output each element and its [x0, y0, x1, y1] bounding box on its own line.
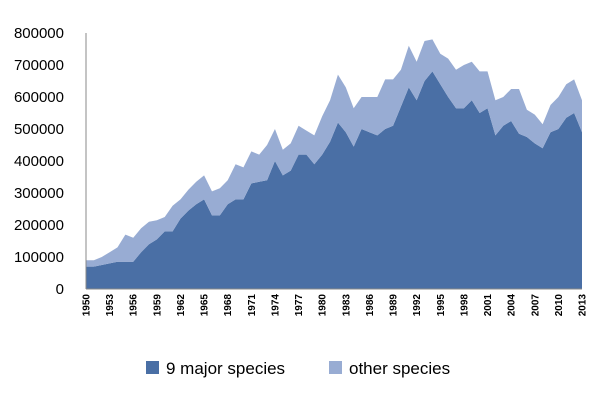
x-tick-label: 1965	[200, 294, 211, 317]
x-tick-label: 1989	[389, 294, 400, 317]
y-tick-label: 400000	[14, 153, 64, 170]
y-tick-label: 0	[56, 281, 64, 298]
x-tick-label: 1950	[82, 294, 93, 317]
y-tick-label: 500000	[14, 121, 64, 138]
x-tick-label: 1962	[176, 294, 187, 317]
x-tick-label: 1992	[412, 294, 423, 317]
x-tick-label: 1980	[318, 294, 329, 317]
x-tick-label: 1968	[223, 294, 234, 317]
x-tick-label: 1998	[459, 294, 470, 317]
x-tick-label: 1995	[436, 294, 447, 317]
x-tick-label: 1986	[365, 294, 376, 317]
x-tick-label: 1956	[129, 294, 140, 317]
y-tick-label: 600000	[14, 89, 64, 106]
area-series-major-species	[86, 71, 582, 290]
legend-label-other-species: other species	[349, 359, 450, 378]
legend-label-major-species: 9 major species	[166, 359, 285, 378]
x-tick-label: 2007	[530, 294, 541, 317]
y-tick-label: 800000	[14, 25, 64, 42]
x-tick-label: 1977	[294, 294, 305, 317]
y-tick-label: 100000	[14, 249, 64, 266]
x-tick-label: 1983	[341, 294, 352, 317]
x-tick-label: 2004	[507, 294, 518, 317]
x-tick-label: 1974	[270, 294, 281, 317]
x-tick-label: 1971	[247, 294, 258, 317]
legend-swatch-other-species	[329, 361, 342, 374]
x-tick-label: 1959	[152, 294, 163, 317]
x-tick-label: 2010	[554, 294, 565, 317]
x-tick-label: 2001	[483, 294, 494, 317]
legend: 9 major species other species	[146, 359, 450, 378]
x-tick-label: 1953	[105, 294, 116, 317]
y-tick-label: 300000	[14, 185, 64, 202]
x-tick-label: 2013	[578, 294, 589, 317]
area-series-other-species	[86, 39, 582, 267]
legend-swatch-major-species	[146, 361, 159, 374]
y-tick-label: 700000	[14, 57, 64, 74]
series-layer	[86, 39, 582, 290]
axis-layer: 0 100000 200000 300000 400000 500000 600000 700…	[14, 25, 589, 316]
y-tick-label: 200000	[14, 217, 64, 234]
